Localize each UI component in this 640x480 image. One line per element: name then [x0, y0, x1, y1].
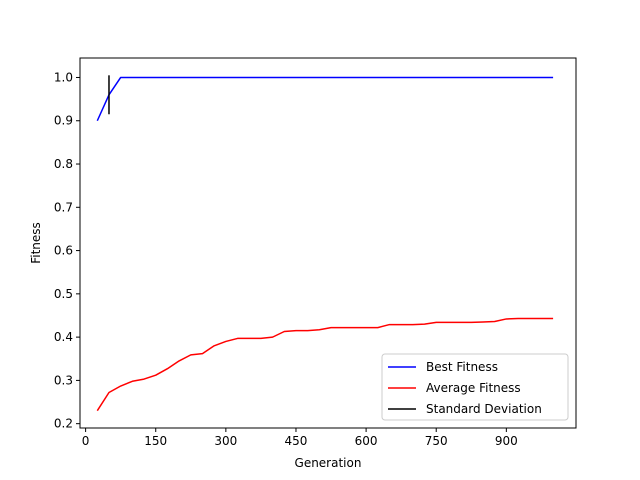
y-tick-label: 0.5 [54, 287, 73, 301]
y-tick-label: 0.3 [54, 373, 73, 387]
x-tick-label: 0 [82, 434, 90, 448]
x-axis-label: Generation [295, 456, 362, 470]
x-tick-label: 600 [355, 434, 378, 448]
x-tick-label: 750 [425, 434, 448, 448]
y-tick-label: 0.9 [54, 114, 73, 128]
y-tick-label: 0.4 [54, 330, 73, 344]
y-axis: 0.2 0.3 0.4 0.5 0.6 0.7 0.8 0.9 1.0 [54, 70, 80, 431]
y-axis-label: Fitness [29, 222, 43, 264]
legend-box [381, 353, 569, 421]
legend-label-best-fitness: Best Fitness [426, 360, 498, 374]
best-fitness-line [96, 76, 554, 122]
x-tick-label: 900 [495, 434, 518, 448]
x-axis: 0 150 300 450 600 750 900 [82, 428, 518, 448]
average-fitness-line [96, 317, 554, 412]
y-tick-label: 1.0 [54, 70, 73, 84]
legend: Best Fitness Average Fitness Standard Devi… [381, 353, 569, 421]
y-tick-label: 0.7 [54, 200, 73, 214]
x-tick-label: 450 [285, 434, 308, 448]
plot-frame [79, 57, 577, 429]
x-tick-label: 300 [214, 434, 237, 448]
y-tick-label: 0.6 [54, 244, 73, 258]
legend-label-standard-deviation: Standard Deviation [426, 402, 542, 416]
legend-label-average-fitness: Average Fitness [426, 381, 521, 395]
y-tick-label: 0.2 [54, 417, 73, 431]
series-layer [96, 75, 554, 412]
y-tick-label: 0.8 [54, 157, 73, 171]
x-tick-label: 150 [144, 434, 167, 448]
